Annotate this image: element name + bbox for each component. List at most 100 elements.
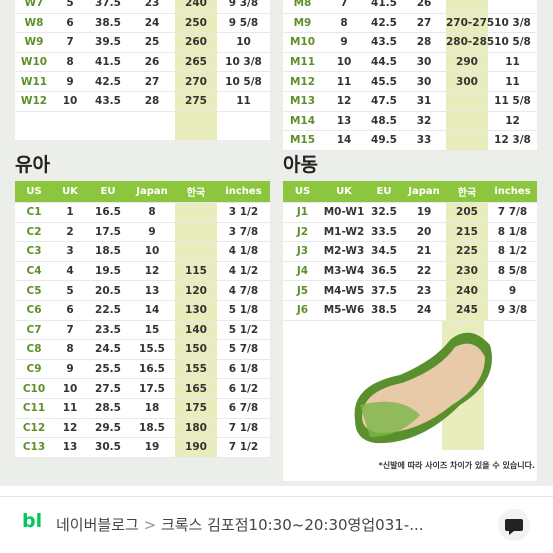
row: C6 6 22.5 14 130 5 1/8: [15, 300, 270, 321]
cell: 19.5: [87, 261, 129, 282]
cell: C12: [15, 418, 53, 439]
row: J1 M0-W1 32.5 19 205 7 7/8: [283, 202, 537, 223]
cell: W7: [15, 0, 53, 14]
cell: 3 7/8: [217, 222, 270, 243]
cell: 10: [217, 32, 270, 53]
cell: 8 5/8: [488, 261, 537, 282]
cell: 4 1/8: [217, 241, 270, 262]
cell: 130: [175, 300, 217, 321]
cell: 28.5: [87, 398, 129, 419]
cell: 260: [175, 32, 217, 53]
cell: 37.5: [366, 280, 402, 301]
cell: [446, 111, 488, 132]
row: M8 7 41.5 26: [283, 0, 537, 14]
cell: 270-275: [446, 13, 494, 34]
size-chart-image: W7 5 37.5 23 240 9 3/8 W8 6 38.5 24 250 9 5/8 W9 7 39.…: [0, 0, 553, 486]
cell: 24: [402, 300, 446, 321]
cell: 49.5: [366, 130, 402, 151]
cell: 25.5: [87, 359, 129, 380]
cell: C9: [15, 359, 53, 380]
cell: W10: [15, 52, 53, 73]
blog-logo: bl: [22, 510, 43, 532]
cell: 165: [175, 378, 217, 399]
cell: 12: [488, 111, 537, 132]
cell: 18.5: [129, 418, 175, 439]
cell: 26: [402, 0, 446, 14]
cell: J6: [283, 300, 322, 321]
section-title: 유아: [15, 154, 50, 176]
cell: 45.5: [366, 71, 402, 92]
cell: M5-W6: [322, 300, 366, 321]
header-cell: EU: [87, 181, 129, 203]
cell: 9: [488, 280, 537, 301]
cell: 11 5/8: [488, 91, 537, 112]
cell: M15: [283, 130, 322, 151]
cell: 14: [129, 300, 175, 321]
cell: 4 1/2: [217, 261, 270, 282]
header-cell: inches: [488, 181, 537, 203]
cell: 175: [175, 398, 217, 419]
cell: 39.5: [87, 32, 129, 53]
cell: 115: [175, 261, 217, 282]
table: US UK EU Japan 한국 inches J1 M0-W1 32.5 19 205 7 7/8…: [283, 181, 537, 321]
cell: 265: [175, 52, 217, 73]
cell: 14: [322, 130, 366, 151]
cell: C7: [15, 320, 53, 341]
cell: 4: [53, 261, 87, 282]
cell: 23: [129, 0, 175, 14]
cell: 27.5: [87, 378, 129, 399]
cell: M12: [283, 71, 322, 92]
table: M8 7 41.5 26 M9 8 42.5 27 270-275 10 3/8 M10 9 43.5 2…: [283, 0, 537, 151]
row: C7 7 23.5 15 140 5 1/2: [15, 320, 270, 341]
cell: 16.5: [87, 202, 129, 223]
breadcrumb[interactable]: 네이버블로그 > 크록스 김포점10:30~20:30영업031-...: [56, 514, 424, 535]
cell: C6: [15, 300, 53, 321]
cell: 20.5: [87, 280, 129, 301]
cell: 11: [488, 71, 537, 92]
cell: 9 5/8: [217, 13, 270, 34]
cell: [446, 0, 488, 14]
cell: 29.5: [87, 418, 129, 439]
row: M12 11 45.5 30 300 11: [283, 71, 537, 92]
cell: 13: [322, 111, 366, 132]
cell: 150: [175, 339, 217, 360]
comment-button[interactable]: [497, 508, 531, 542]
cell: 18: [129, 398, 175, 419]
cell: 155: [175, 359, 217, 380]
separator: >: [143, 516, 157, 534]
cell: [175, 222, 217, 243]
cell: W11: [15, 71, 53, 92]
cell: 7: [53, 32, 87, 53]
cell: 24: [129, 13, 175, 34]
cell: 22.5: [87, 300, 129, 321]
cell: 26: [129, 52, 175, 73]
cell: 12: [322, 91, 366, 112]
cell: 19: [129, 437, 175, 458]
cell: 5: [53, 280, 87, 301]
cell: J4: [283, 261, 322, 282]
cell: 27: [402, 13, 446, 34]
cell: 240: [175, 0, 217, 14]
cell: 10: [53, 378, 87, 399]
row: C12 12 29.5 18.5 180 7 1/8: [15, 418, 270, 439]
table: W7 5 37.5 23 240 9 3/8 W8 6 38.5 24 250 9 5/8 W9 7 39.…: [15, 0, 270, 112]
cell: 5 1/2: [217, 320, 270, 341]
table: US UK EU Japan 한국 inches C1 1 16.5 8 3 1/2 C2 2 17.5 9…: [15, 181, 270, 458]
note: *신발에 따라 사이즈 차이가 있을 수 있습니다.: [378, 461, 535, 470]
row: M10 9 43.5 28 280-285 10 5/8: [283, 32, 537, 53]
cell: 270: [175, 71, 217, 92]
cell: M4-W5: [322, 280, 366, 301]
cell: 18.5: [87, 241, 129, 262]
foot-illustration: [354, 332, 492, 444]
cell: M10: [283, 32, 322, 53]
row: J5 M4-W5 37.5 23 240 9: [283, 280, 537, 301]
cell: J2: [283, 222, 322, 243]
cell: 6 7/8: [217, 398, 270, 419]
post-title: 크록스 김포점10:30~20:30영업031-...: [160, 516, 424, 534]
cell: W12: [15, 91, 53, 112]
cell: 13: [53, 437, 87, 458]
cell: 10 3/8: [217, 52, 270, 73]
header-cell: inches: [217, 181, 270, 203]
cell: M8: [283, 0, 322, 14]
cell: 290: [446, 52, 488, 73]
